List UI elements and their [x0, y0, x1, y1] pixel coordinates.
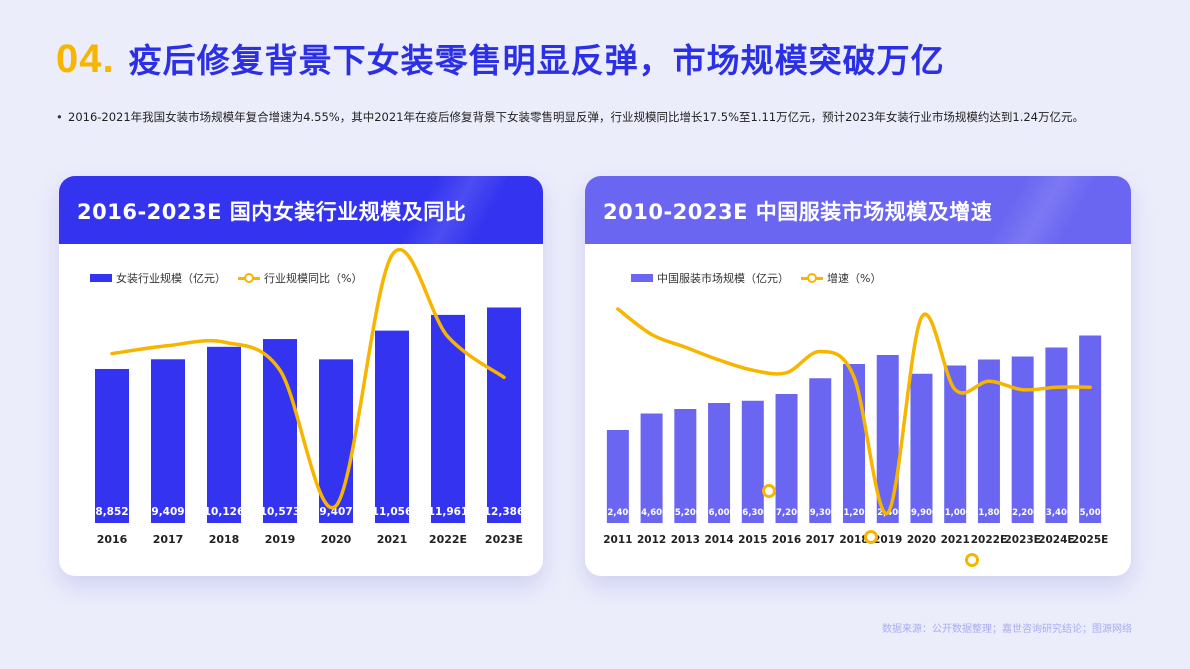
bar-2018 [843, 364, 865, 523]
chart-svg: 8,852 2016 9,409 2017 10,126 2018 10,573 2019 9,… [95, 247, 525, 546]
x-tick-label: 2016 [97, 533, 128, 546]
bar-value-label: 22,200 [1006, 508, 1039, 518]
chart-title: 2016-2023E 国内女装行业规模及同比 [77, 200, 467, 224]
header-decoration [403, 176, 543, 244]
bar-value-label: 12,400 [601, 508, 634, 518]
bar-value-label: 11,961 [428, 506, 469, 518]
bar-2015 [741, 400, 764, 523]
bar-value-label: 11,056 [372, 506, 413, 518]
bar-value-label: 8,852 [95, 506, 128, 518]
chart-legend: 女装行业规模（亿元） 行业规模同比（%） [90, 270, 362, 286]
x-tick-label: 2015 [738, 534, 767, 546]
bar-value-label: 16,300 [736, 508, 769, 518]
x-tick-label: 2017 [153, 533, 184, 546]
x-tick-label: 2012 [637, 534, 666, 546]
bar-2018 [207, 346, 241, 523]
line-marker [762, 484, 776, 498]
x-tick-label: 2020 [907, 534, 936, 546]
legend-bar-label: 中国服装市场规模（亿元） [657, 272, 789, 285]
bar-2014 [708, 403, 731, 523]
bar-value-label: 10,573 [260, 506, 301, 518]
bar-value-label: 9,407 [319, 506, 352, 518]
bar-2023E [487, 307, 521, 523]
chart-card-apparel: 2010-2023E 中国服装市场规模及增速 中国服装市场规模（亿元） 增速（%… [585, 176, 1131, 576]
card-header: 2016-2023E 国内女装行业规模及同比 [59, 176, 543, 244]
summary-bullet: • 2016-2021年我国女装市场规模年复合增速为4.55%，其中2021年在疫… [56, 109, 1084, 125]
header-decoration [991, 176, 1131, 244]
bar-2019 [263, 339, 297, 523]
bar-value-label: 23,400 [1040, 508, 1073, 518]
x-tick-label: 2021 [941, 534, 970, 546]
x-tick-label: 2023E [485, 533, 523, 546]
x-tick-label: 2016 [772, 534, 801, 546]
growth-line [616, 307, 1092, 515]
legend-line-label: 增速（%） [827, 272, 882, 285]
x-tick-label: 2021 [377, 533, 408, 546]
bar-value-label: 9,409 [151, 506, 184, 518]
bar-value-label: 10,126 [204, 506, 245, 518]
legend-bar-swatch [631, 274, 653, 282]
bar-value-label: 25,000 [1074, 508, 1107, 518]
x-tick-label: 2024E [1038, 534, 1074, 546]
bar-value-label: 21,200 [838, 508, 871, 518]
bar-value-label: 15,200 [669, 508, 702, 518]
bar-2020 [910, 373, 933, 523]
chart-title: 2010-2023E 中国服装市场规模及增速 [603, 200, 993, 224]
x-tick-label: 2023E [1004, 534, 1040, 546]
growth-line [110, 247, 506, 510]
legend-bar-swatch [90, 274, 112, 282]
bar-value-label: 17,200 [770, 508, 803, 518]
x-tick-label: 2018 [209, 533, 240, 546]
chart-legend: 中国服装市场规模（亿元） 增速（%） [631, 270, 881, 286]
bar-value-label: 12,386 [484, 506, 525, 518]
bar-2016 [775, 394, 798, 523]
line-marker [965, 553, 979, 567]
bar-2022E [977, 359, 1000, 523]
x-tick-label: 2011 [603, 534, 632, 546]
section-number: 04. [56, 37, 115, 81]
x-tick-label: 2022E [429, 533, 467, 546]
x-tick-label: 2018 [839, 534, 868, 546]
bar-2024E [1045, 347, 1068, 523]
x-tick-label: 2019 [265, 533, 296, 546]
chart-svg: 12,400 2011 14,600 2012 15,200 2013 16,000 2014… [601, 307, 1108, 567]
legend-line-label: 行业规模同比（%） [264, 272, 363, 285]
page-title-row: 04. 疫后修复背景下女装零售明显反弹，市场规模突破万亿 [56, 34, 945, 90]
bar-2021 [944, 365, 967, 523]
card-header: 2010-2023E 中国服装市场规模及增速 [585, 176, 1131, 244]
bar-2016 [95, 368, 129, 523]
bar-2020 [319, 359, 353, 523]
bar-2011 [606, 430, 629, 523]
bar-2025E [1079, 335, 1102, 523]
bar-value-label: 19,300 [804, 508, 837, 518]
x-tick-label: 2025E [1072, 534, 1108, 546]
x-tick-label: 2013 [671, 534, 700, 546]
bar-2023E [1011, 356, 1034, 523]
x-tick-label: 2014 [704, 534, 733, 546]
bar-2013 [674, 409, 697, 523]
chart-card-womenswear: 2016-2023E 国内女装行业规模及同比 女装行业规模（亿元） 行业规模同比… [59, 176, 543, 576]
page-title: 疫后修复背景下女装零售明显反弹，市场规模突破万亿 [128, 41, 945, 80]
bar-2017 [151, 359, 185, 523]
bar-2012 [640, 413, 663, 523]
bar-2017 [809, 378, 832, 523]
legend-bar-label: 女装行业规模（亿元） [116, 272, 226, 285]
summary-text: 2016-2021年我国女装市场规模年复合增速为4.55%，其中2021年在疫后… [68, 110, 1084, 124]
source-note: 数据来源：公开数据整理；嘉世咨询研究结论；图源网络 [882, 624, 1132, 635]
x-tick-label: 2020 [321, 533, 352, 546]
bar-value-label: 21,000 [939, 508, 972, 518]
bar-2021 [375, 330, 409, 523]
legend-line-swatch [801, 273, 823, 283]
legend-line-swatch [238, 273, 260, 283]
bar-value-label: 19,900 [905, 508, 938, 518]
x-tick-label: 2019 [873, 534, 902, 546]
x-tick-label: 2017 [806, 534, 835, 546]
bullet-icon: • [56, 110, 63, 124]
bar-2019 [876, 355, 899, 523]
bar-value-label: 16,000 [703, 508, 736, 518]
x-tick-label: 2022E [971, 534, 1007, 546]
bar-value-label: 14,600 [635, 508, 668, 518]
line-marker [864, 530, 878, 544]
bar-value-label: 21,800 [973, 508, 1006, 518]
